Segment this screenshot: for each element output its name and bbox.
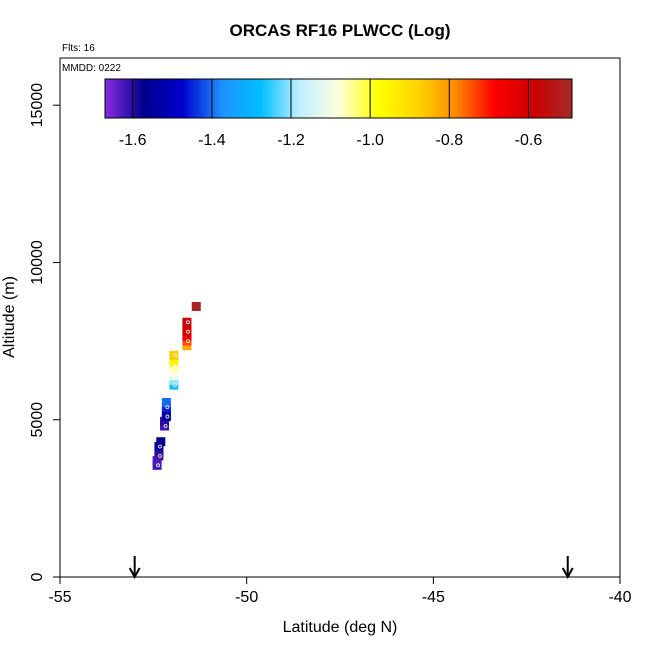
colorbar: -1.6 -1.4 -1.2 -1.0 -0.8 -0.6 [104, 78, 573, 149]
data-point-ring [158, 453, 162, 458]
data-point [182, 341, 192, 351]
colorbar-tick-label: -1.2 [277, 132, 305, 149]
y-axis: 0 5000 10000 15000 [29, 83, 60, 581]
x-tick-label: -55 [48, 589, 71, 606]
down-arrow-icon [561, 556, 574, 580]
x-tick-label: -45 [422, 589, 445, 606]
data-point [182, 331, 192, 341]
down-arrow-icon [128, 556, 141, 580]
data-point-ring [172, 373, 177, 378]
y-tick-label: 10000 [29, 240, 46, 285]
data-points [152, 301, 201, 470]
data-point [152, 456, 162, 466]
colorbar-tick-label: -1.6 [119, 132, 147, 149]
lat-markers [128, 556, 574, 580]
x-tick-label: -50 [235, 589, 258, 606]
flights-label: Flts: 16 [62, 43, 95, 54]
x-axis-label: Latitude (deg N) [283, 619, 398, 636]
data-point [182, 322, 192, 332]
date-label: MMDD: 0222 [62, 63, 121, 74]
colorbar-gradient [104, 78, 573, 119]
x-axis: -55 -50 -45 -40 [48, 577, 632, 606]
data-point [161, 402, 171, 412]
y-tick-label: 0 [29, 572, 46, 581]
colorbar-tick-label: -0.6 [515, 132, 543, 149]
data-point-ring [172, 353, 177, 358]
data-point [182, 317, 192, 327]
data-point-ring [186, 320, 190, 325]
data-point [169, 361, 179, 371]
data-point [182, 336, 192, 346]
data-point-ring [156, 463, 160, 468]
data-point [182, 327, 192, 337]
chart-title: ORCAS RF16 PLWCC (Log) [230, 21, 451, 40]
data-point-ring [158, 444, 162, 449]
data-point [169, 357, 179, 367]
data-point [191, 301, 201, 311]
data-point-ring [163, 424, 168, 428]
data-point [161, 397, 171, 407]
data-point [161, 412, 171, 422]
colorbar-tick-label: -1.4 [198, 132, 226, 149]
data-point [154, 441, 164, 451]
data-point-ring [165, 414, 170, 419]
y-axis-label: Altitude (m) [1, 276, 18, 358]
y-tick-label: 15000 [29, 83, 46, 128]
data-point [169, 371, 179, 381]
colorbar-tick-label: -1.0 [356, 132, 384, 149]
data-point [152, 460, 162, 470]
data-point [169, 380, 179, 390]
data-point-ring [186, 339, 190, 343]
data-point [154, 451, 164, 461]
x-tick-label: -40 [608, 589, 631, 606]
data-point [160, 421, 170, 431]
plot-frame [59, 57, 621, 578]
data-point-ring [186, 329, 190, 334]
data-point [156, 437, 166, 447]
data-point [160, 416, 170, 426]
data-point [169, 375, 179, 385]
data-point [169, 350, 179, 360]
data-point [169, 366, 179, 376]
y-tick-label: 5000 [29, 402, 46, 438]
data-point-ring [172, 364, 177, 369]
data-point [154, 446, 164, 456]
data-point [161, 407, 171, 417]
colorbar-tick-label: -0.8 [436, 132, 464, 149]
data-point-ring [172, 383, 177, 388]
data-point-ring [165, 405, 170, 410]
